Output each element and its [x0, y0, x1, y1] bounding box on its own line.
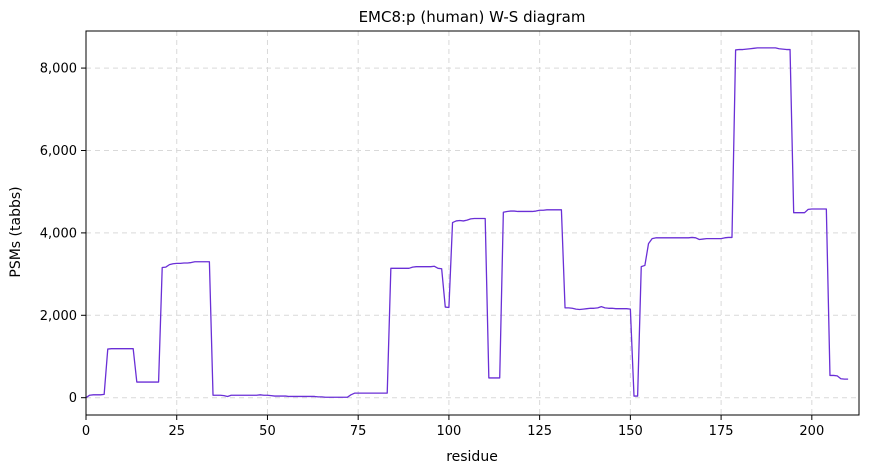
x-tick-label: 125 [527, 424, 552, 439]
series-line [85, 47, 849, 399]
x-tick-label: 75 [350, 424, 367, 439]
x-tick-label: 175 [709, 424, 734, 439]
y-axis: 0 2,000 4,000 6,000 8,000 [40, 62, 86, 406]
grid [85, 31, 859, 415]
x-axis: 0 25 50 75 100 125 150 175 200 [82, 415, 824, 439]
x-tick-label: 100 [436, 424, 461, 439]
y-tick-label: 2,000 [40, 309, 77, 324]
x-axis-label: residue [446, 449, 498, 465]
y-tick-label: 6,000 [40, 144, 77, 159]
x-tick-label: 200 [799, 424, 824, 439]
x-tick-label: 150 [618, 424, 643, 439]
x-tick-label: 0 [82, 424, 90, 439]
series-layer [85, 47, 849, 399]
x-tick-label: 25 [168, 424, 185, 439]
y-axis-label: PSMs (tabbs) [8, 186, 24, 277]
x-tick-label: 50 [259, 424, 276, 439]
y-tick-label: 4,000 [40, 226, 77, 241]
chart-title: EMC8:p (human) W-S diagram [359, 8, 586, 26]
plot-frame [85, 30, 860, 416]
y-tick-label: 0 [69, 391, 77, 406]
y-tick-label: 8,000 [40, 62, 77, 77]
